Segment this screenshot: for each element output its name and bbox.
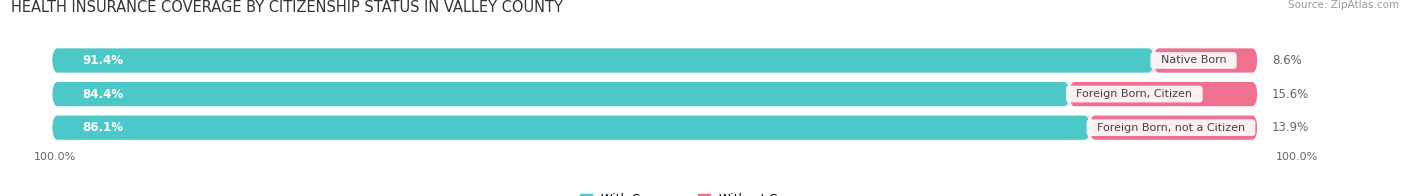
Text: HEALTH INSURANCE COVERAGE BY CITIZENSHIP STATUS IN VALLEY COUNTY: HEALTH INSURANCE COVERAGE BY CITIZENSHIP…: [11, 0, 564, 15]
FancyBboxPatch shape: [52, 82, 1070, 106]
Text: 100.0%: 100.0%: [1275, 152, 1317, 162]
Text: 84.4%: 84.4%: [83, 88, 124, 101]
Legend: With Coverage, Without Coverage: With Coverage, Without Coverage: [579, 193, 827, 196]
Text: 91.4%: 91.4%: [83, 54, 124, 67]
Text: Source: ZipAtlas.com: Source: ZipAtlas.com: [1288, 0, 1399, 10]
Text: 15.6%: 15.6%: [1272, 88, 1309, 101]
Text: Native Born: Native Born: [1154, 55, 1233, 65]
FancyBboxPatch shape: [52, 116, 1090, 140]
Text: 13.9%: 13.9%: [1272, 121, 1309, 134]
Text: Foreign Born, Citizen: Foreign Born, Citizen: [1070, 89, 1199, 99]
FancyBboxPatch shape: [52, 82, 1257, 106]
Text: 86.1%: 86.1%: [83, 121, 124, 134]
FancyBboxPatch shape: [1154, 48, 1257, 73]
FancyBboxPatch shape: [1090, 116, 1257, 140]
Text: 8.6%: 8.6%: [1272, 54, 1302, 67]
FancyBboxPatch shape: [52, 48, 1257, 73]
Text: Foreign Born, not a Citizen: Foreign Born, not a Citizen: [1090, 123, 1251, 133]
FancyBboxPatch shape: [52, 116, 1257, 140]
Text: 100.0%: 100.0%: [34, 152, 76, 162]
FancyBboxPatch shape: [1070, 82, 1257, 106]
FancyBboxPatch shape: [52, 48, 1154, 73]
